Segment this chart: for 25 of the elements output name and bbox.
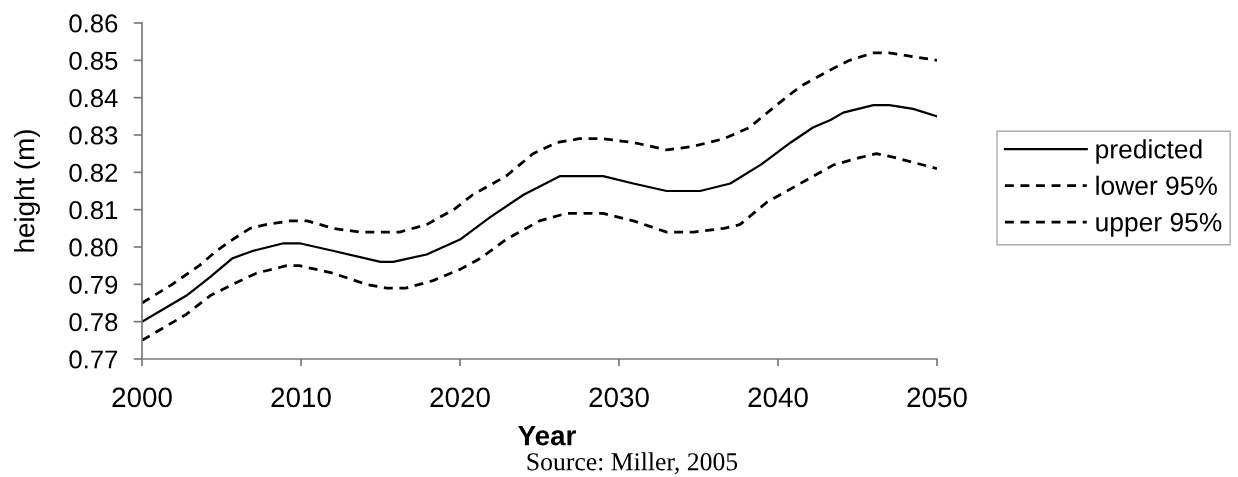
line-series [142, 104, 937, 323]
y-tick-label: 0.82 [69, 163, 118, 182]
line-series [142, 51, 937, 305]
y-tick-label: 0.81 [69, 201, 118, 220]
y-tick-label: 0.77 [69, 350, 118, 369]
y-tick-label: 0.84 [69, 89, 118, 108]
y-tick-label: 0.86 [69, 14, 118, 33]
x-tick-label: 2020 [430, 387, 490, 408]
y-tick-label: 0.80 [69, 238, 118, 257]
x-tick-label: 2000 [112, 387, 172, 408]
x-tick-label: 2030 [589, 387, 649, 408]
x-tick-label: 2050 [907, 387, 967, 408]
legend-label: upper 95% [1096, 212, 1222, 237]
legend-label: predicted [1096, 139, 1202, 164]
line-series [142, 152, 937, 342]
y-tick-label: 0.83 [69, 126, 118, 145]
y-tick-label: 0.85 [69, 51, 118, 70]
x-tick-label: 2040 [748, 387, 808, 408]
source-note: Source: Miller, 2005 [527, 452, 738, 475]
y-axis-title: height (m) [14, 130, 40, 252]
x-tick-label: 2010 [271, 387, 331, 408]
y-tick-label: 0.79 [69, 275, 118, 294]
y-tick-label: 0.78 [69, 313, 118, 332]
x-axis-title: Year [518, 426, 576, 446]
legend-label: lower 95% [1096, 175, 1217, 196]
